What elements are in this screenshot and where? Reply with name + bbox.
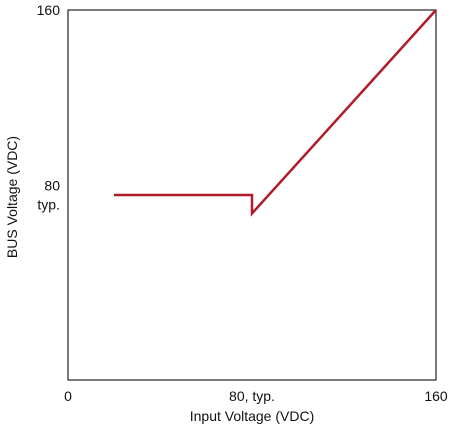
x-tick-label-1: 80, typ.: [229, 388, 275, 404]
series-line-0: [114, 9, 437, 217]
plot-frame: [67, 9, 437, 381]
y-tick-label-1: 80 typ.: [37, 178, 60, 213]
series-layer: [114, 9, 437, 217]
x-axis-title: Input Voltage (VDC): [190, 408, 315, 424]
x-tick-label-0: 0: [64, 388, 72, 404]
y-tick-label-0: 160: [37, 2, 61, 18]
y-axis-title: BUS Voltage (VDC): [4, 136, 20, 258]
y-tick-labels: 160 80 typ.: [37, 2, 61, 213]
x-tick-labels: 0 80, typ. 160: [64, 388, 448, 404]
x-tick-label-2: 160: [424, 388, 448, 404]
